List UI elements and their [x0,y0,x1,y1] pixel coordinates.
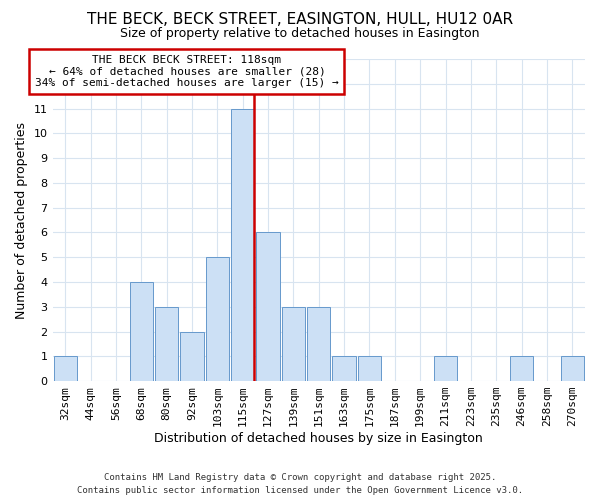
Text: THE BECK, BECK STREET, EASINGTON, HULL, HU12 0AR: THE BECK, BECK STREET, EASINGTON, HULL, … [87,12,513,28]
Text: Contains HM Land Registry data © Crown copyright and database right 2025.
Contai: Contains HM Land Registry data © Crown c… [77,474,523,495]
Text: Size of property relative to detached houses in Easington: Size of property relative to detached ho… [120,28,480,40]
Bar [282,307,305,381]
Bar [206,257,229,381]
Bar [332,356,356,381]
Bar [231,108,254,381]
Y-axis label: Number of detached properties: Number of detached properties [15,122,28,318]
Bar [256,232,280,381]
Bar [181,332,203,381]
Bar [307,307,331,381]
Bar [434,356,457,381]
Bar [130,282,153,381]
Bar [560,356,584,381]
Bar [53,356,77,381]
X-axis label: Distribution of detached houses by size in Easington: Distribution of detached houses by size … [154,432,483,445]
Text: THE BECK BECK STREET: 118sqm
← 64% of detached houses are smaller (28)
34% of se: THE BECK BECK STREET: 118sqm ← 64% of de… [35,55,339,88]
Bar [155,307,178,381]
Bar [358,356,381,381]
Bar [510,356,533,381]
